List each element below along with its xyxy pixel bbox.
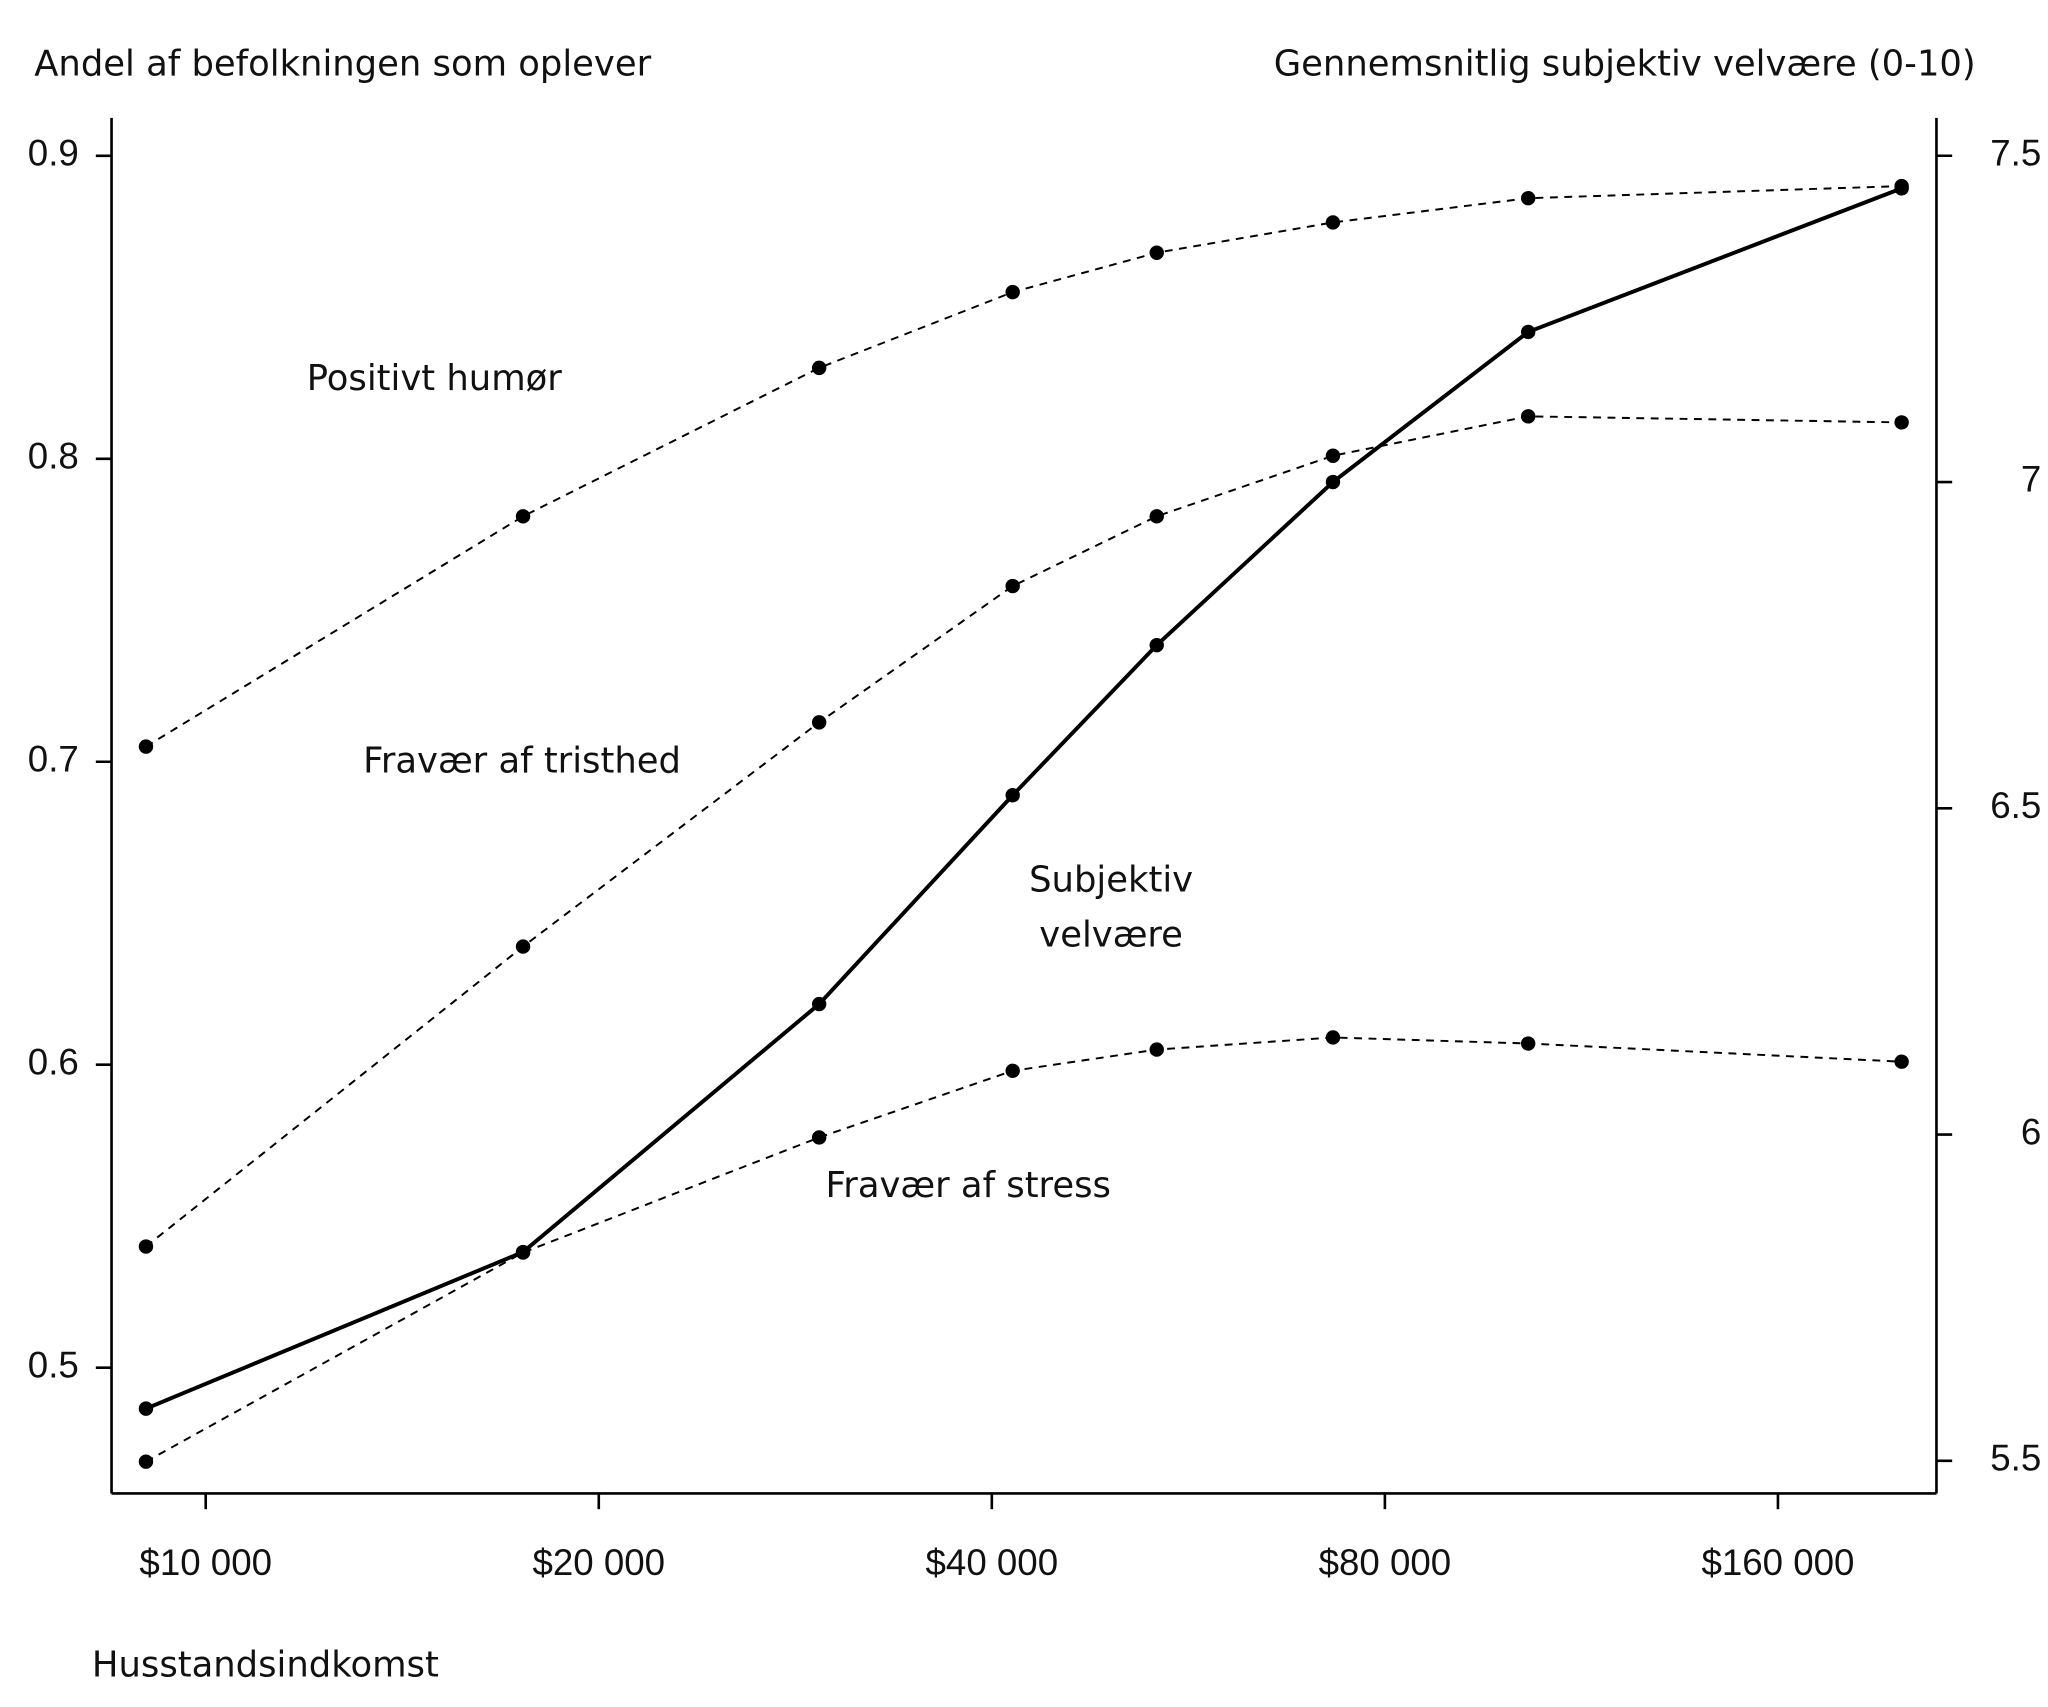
x-tick-label: $10 000 [139, 1542, 272, 1583]
x-tick-label: $40 000 [926, 1542, 1059, 1583]
series-label: Fravær af stress [826, 1165, 1111, 1206]
data-point [138, 1454, 154, 1469]
data-point [515, 939, 531, 954]
y2-tick-label: 6 [2021, 1111, 2041, 1152]
data-point [1149, 637, 1164, 653]
series-label: Fravær af tristhed [363, 740, 681, 781]
y-tick-label: 0.8 [28, 435, 79, 476]
series-line [145, 1036, 1902, 1463]
data-point [1149, 1042, 1164, 1057]
x-tick-label: $80 000 [1319, 1542, 1452, 1583]
data-point [811, 360, 827, 376]
y2-tick-label: 7 [2021, 459, 2041, 500]
data-point [1520, 324, 1536, 340]
data-point [138, 1239, 154, 1254]
data-point [1520, 409, 1536, 424]
y-axis-title: Andel af befolkningen som oplever [34, 44, 651, 85]
data-point [1005, 284, 1020, 300]
y-tick-label: 0.7 [28, 738, 79, 779]
data-point [1520, 190, 1536, 206]
data-point [1149, 245, 1164, 260]
data-point [138, 1401, 154, 1416]
series-line [145, 415, 1902, 1248]
data-point [1894, 1054, 1909, 1069]
data-point [1325, 215, 1341, 230]
data-point [1005, 788, 1020, 803]
series-label: Positivt humør [307, 358, 563, 399]
data-point [811, 1130, 827, 1145]
y-tick-label: 0.5 [28, 1344, 79, 1385]
data-point [1325, 448, 1341, 463]
series-label: Subjektiv velvære [1029, 860, 1193, 956]
data-point [515, 1244, 531, 1260]
y2-tick-label: 6.5 [1990, 785, 2041, 826]
data-point [1325, 474, 1341, 490]
series-line [145, 185, 1902, 748]
data-point [1894, 181, 1909, 196]
y2-axis-title: Gennemsnitlig subjektiv velvære (0-10) [1274, 44, 1976, 85]
x-axis-title: Husstandsindkomst [92, 1644, 439, 1685]
data-point [138, 739, 154, 754]
data-point [811, 715, 827, 730]
data-point [1520, 1036, 1536, 1051]
data-point [1149, 509, 1164, 524]
series-line [145, 186, 1903, 1411]
y2-tick-label: 5.5 [1990, 1438, 2041, 1479]
data-point [811, 996, 827, 1012]
y-tick-label: 0.6 [28, 1041, 79, 1082]
y2-tick-label: 7.5 [1990, 132, 2041, 173]
data-point [1005, 578, 1020, 594]
x-tick-label: $160 000 [1701, 1542, 1854, 1583]
x-tick-label: $20 000 [532, 1542, 665, 1583]
data-point [1325, 1030, 1341, 1045]
data-point [1894, 415, 1909, 430]
data-point [1005, 1063, 1020, 1079]
data-point [515, 509, 531, 524]
y-tick-label: 0.9 [28, 132, 79, 173]
